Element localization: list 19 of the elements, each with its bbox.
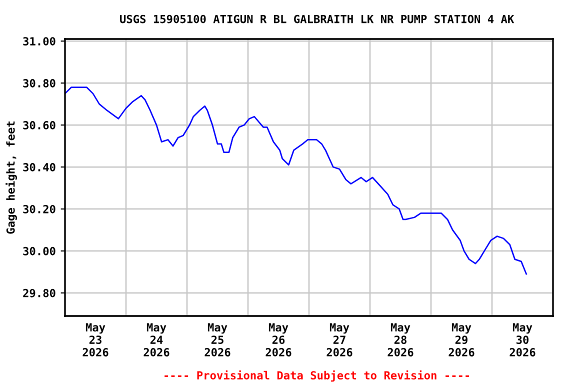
y-tick-label: 30.20: [23, 204, 56, 214]
x-tick-label: May 29 2026: [448, 323, 474, 356]
y-tick-label: 30.40: [23, 162, 56, 172]
y-tick-label: 30.60: [23, 121, 56, 130]
chart-title: USGS 15905100 ATIGUN R BL GALBRAITH LK NR PUMP STATION 4 AK: [120, 14, 514, 24]
x-tick-label: May 23 2026: [82, 323, 108, 356]
y-tick-label: 30.00: [23, 246, 56, 256]
line-series: [65, 86, 528, 275]
x-tick-label: May 28 2026: [388, 323, 414, 356]
x-tick-label: May 24 2026: [144, 323, 170, 356]
y-tick-label: 29.80: [23, 288, 56, 298]
text: ---- Provisional Data Subject to Revision ----: [164, 370, 470, 382]
x-tick-label: May 26 2026: [266, 323, 292, 356]
x-tick-label: May 27 2026: [326, 323, 352, 356]
y-axis-title: Gage height, feet: [6, 122, 17, 234]
x-tick-label: May 30 2026: [510, 323, 536, 356]
x-tick-label: May 25 2026: [204, 323, 230, 356]
y-tick-label: 31.00: [23, 37, 56, 46]
y-tick-label: 30.80: [23, 79, 56, 88]
